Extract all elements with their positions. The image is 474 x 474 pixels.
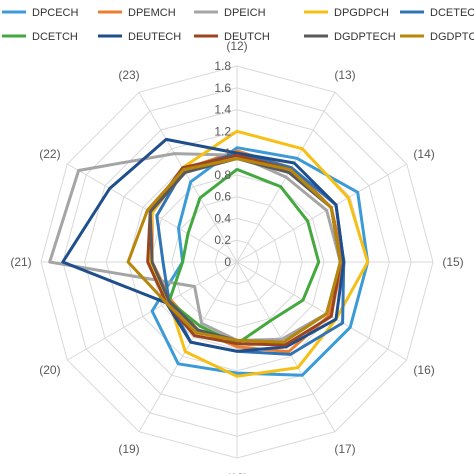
category-label: (16)	[413, 363, 434, 377]
tick-label: 1.6	[214, 81, 231, 95]
category-label: (21)	[10, 255, 31, 269]
category-label: (19)	[118, 442, 139, 456]
legend-label: DPGDPCH	[334, 7, 389, 19]
tick-label: 0.8	[214, 168, 231, 182]
category-label: (22)	[39, 147, 60, 161]
legend-label: DEUTCH	[224, 31, 270, 43]
tick-label: 1.4	[214, 103, 231, 117]
legend-label: DPEMCH	[128, 7, 176, 19]
series-line-dpcech	[150, 146, 370, 377]
grid-spoke	[236, 163, 407, 263]
category-label: (23)	[118, 68, 139, 82]
tick-label: 1.2	[214, 124, 231, 138]
grid-spoke	[236, 261, 407, 361]
grid-spoke	[138, 261, 238, 432]
legend-label: DPCECH	[32, 7, 79, 19]
series-line-dpgdpch	[148, 129, 370, 378]
series-line-dgdptch	[126, 157, 342, 344]
legend-label: DPEICH	[224, 7, 266, 19]
category-label: (15)	[442, 255, 463, 269]
series-line-dcetch	[167, 167, 321, 346]
grid-spoke	[138, 92, 238, 263]
legend-label: DEUTECH	[128, 31, 181, 43]
tick-label: 0.6	[214, 190, 231, 204]
category-label: (18)	[226, 471, 247, 474]
category-label: (17)	[334, 442, 355, 456]
legend-label: DGDPTCH	[430, 31, 474, 43]
category-label: (12)	[226, 39, 247, 53]
legend-label: DGDPTECH	[334, 31, 396, 43]
tick-label: 0	[224, 255, 231, 269]
series-line-deutech	[61, 137, 346, 353]
legend-label: DCETECH	[430, 7, 474, 19]
category-label: (20)	[39, 363, 60, 377]
category-label: (13)	[334, 68, 355, 82]
legend-label: DCETCH	[32, 31, 78, 43]
tick-label: 0.2	[214, 233, 231, 247]
tick-label: 1.8	[214, 59, 231, 73]
tick-label: 1	[224, 146, 231, 160]
category-label: (14)	[413, 147, 434, 161]
tick-label: 0.4	[214, 211, 231, 225]
series-line-dpeich	[48, 152, 342, 342]
